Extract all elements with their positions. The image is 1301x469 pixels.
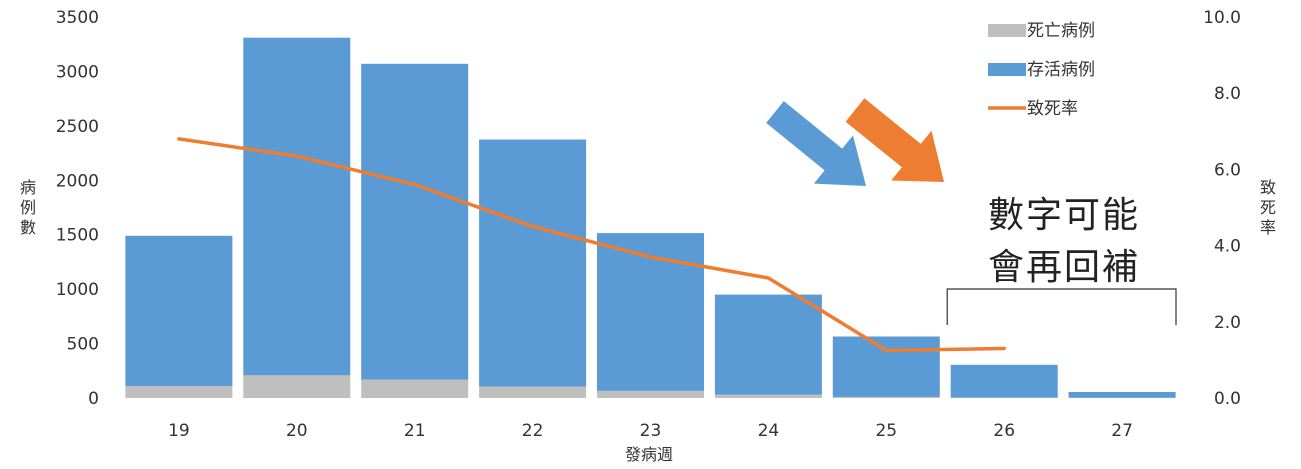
fatality-line-group [177,137,1006,353]
y-tick-label: 2500 [56,117,99,137]
x-tick-label: 23 [640,421,662,441]
bar-survivors-21 [361,63,469,380]
x-tick-label: 25 [875,421,897,441]
bar-deaths-20 [243,375,351,398]
legend-label: 致死率 [1027,99,1078,119]
bar-deaths-24 [714,394,822,398]
bar-survivors-24 [714,294,822,395]
y2-tick-label: 6.0 [1214,160,1241,180]
bar-deaths-21 [361,379,469,398]
y2-tick-label: 10.0 [1203,8,1241,28]
bar-survivors-27 [1068,392,1176,398]
y2-axis-title: 致死率 [1260,178,1276,237]
y-axis-title-char: 例 [20,198,36,217]
x-tick-label: 19 [168,421,190,441]
y2-tick-label: 2.0 [1214,313,1241,333]
y-tick-label: 0 [88,389,99,409]
bar-survivors-25 [832,336,940,397]
bar-survivors-22 [479,139,587,387]
y2-axis-title-char: 死 [1260,198,1276,217]
y2-tick-label: 8.0 [1214,84,1241,104]
y2-tick-label: 4.0 [1214,237,1241,257]
y2-axis-title-char: 率 [1260,218,1276,237]
y-tick-label: 1000 [56,280,99,300]
fatality-rate-line [177,137,1006,353]
y2-axis-title-char: 致 [1260,178,1276,197]
bar-survivors-19 [125,235,233,386]
x-tick-label: 27 [1111,421,1133,441]
legend-swatch [988,63,1026,76]
bar-deaths-22 [479,386,587,398]
bar-deaths-19 [125,386,233,398]
annotation-line-2: 會再回補 [988,247,1140,288]
bar-deaths-25 [832,396,940,398]
y-tick-label: 3000 [56,62,99,82]
y-tick-label: 3500 [56,8,99,28]
bar-deaths-26 [950,397,1058,398]
x-tick-label: 21 [404,421,426,441]
bar-survivors-26 [950,364,1058,398]
x-axis-title: 發病週 [625,445,673,464]
legend-label: 存活病例 [1027,60,1095,80]
x-tick-label: 26 [993,421,1015,441]
y-tick-label: 2000 [56,171,99,191]
y-axis-title-char: 數 [20,218,36,237]
annotation-bracket [946,288,1177,325]
y-axis-ticks: 0 500 1000 1500 2000 2500 3000 3500 [56,8,99,409]
y2-tick-label: 0.0 [1214,389,1241,409]
x-tick-label: 20 [286,421,308,441]
y-tick-label: 1500 [56,226,99,246]
bar-deaths-23 [597,390,704,398]
x-tick-label: 22 [522,421,544,441]
y-tick-label: 500 [67,335,99,355]
y-axis-title: 病例數 [20,178,36,237]
legend-swatch [988,24,1026,37]
bars-group [125,37,1176,398]
bar-survivors-23 [597,233,704,391]
y2-axis-ticks: 0.0 2.0 4.0 6.0 8.0 10.0 [1203,8,1241,409]
y-axis-title-char: 病 [20,178,36,197]
orange-arrow-icon [845,98,944,182]
x-axis-ticks: 19 20 21 22 23 24 25 26 27 [168,421,1133,441]
bar-survivors-20 [243,37,351,376]
x-tick-label: 24 [758,421,780,441]
legend-label: 死亡病例 [1027,21,1095,41]
annotation-line-1: 數字可能 [988,195,1140,236]
blue-arrow-icon [766,101,866,186]
